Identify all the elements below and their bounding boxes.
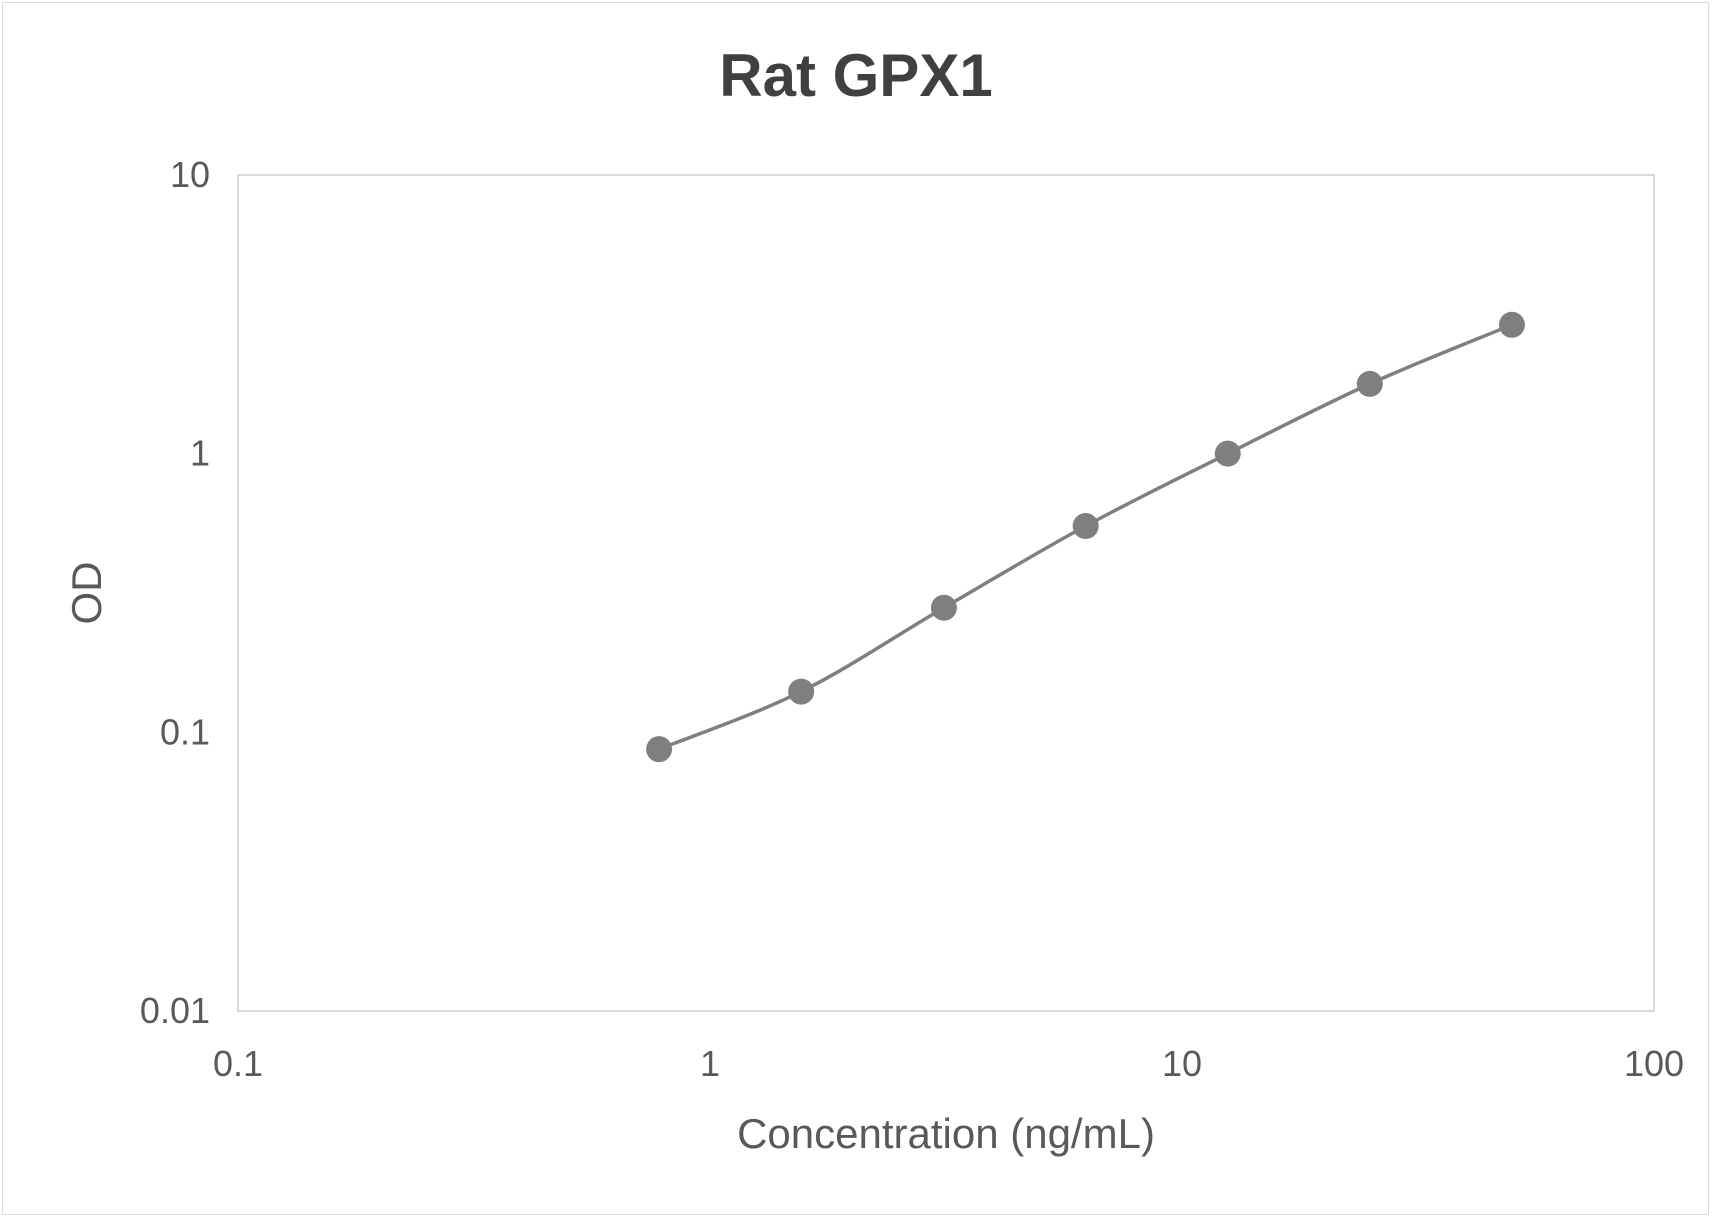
data-point xyxy=(1214,440,1241,467)
data-point xyxy=(1356,370,1383,397)
data-point xyxy=(1498,311,1525,338)
plot-area xyxy=(237,174,1655,1012)
y-tick-label: 1 xyxy=(190,433,210,474)
x-axis-label: Concentration (ng/mL) xyxy=(737,1110,1155,1157)
y-tick-label: 0.01 xyxy=(140,990,210,1031)
y-axis-ticks: 0.01 0.1 1 10 xyxy=(140,154,210,1031)
chart-title: Rat GPX1 xyxy=(719,42,992,109)
x-tick-label: 1 xyxy=(700,1043,720,1084)
data-point xyxy=(788,678,815,705)
data-point xyxy=(1072,513,1099,540)
x-tick-label: 100 xyxy=(1624,1043,1684,1084)
y-axis-label: OD xyxy=(63,562,110,625)
x-tick-label: 0.1 xyxy=(213,1043,263,1084)
x-tick-label: 10 xyxy=(1162,1043,1202,1084)
y-tick-label: 10 xyxy=(170,154,210,195)
data-markers xyxy=(646,311,1525,763)
x-axis-ticks: 0.1 1 10 100 xyxy=(213,1043,1684,1084)
data-point xyxy=(646,736,673,763)
data-point xyxy=(930,594,957,621)
y-tick-label: 0.1 xyxy=(160,711,210,752)
